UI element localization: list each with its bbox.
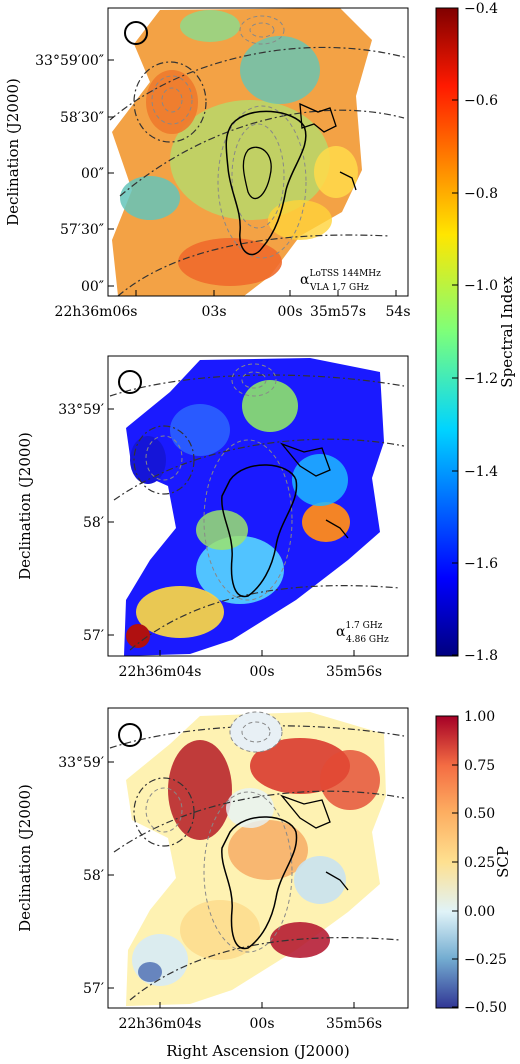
colorbar-tick-label: 0.50 [464, 806, 495, 822]
x-tick-label: 00s [278, 304, 303, 320]
y-tick-label: 58′30″ [60, 110, 104, 126]
x-tick-label: 00s [250, 664, 275, 680]
colorbar-label: SCP [494, 846, 512, 878]
y-tick-label: 00″ [81, 279, 104, 295]
colorbar-ticks: −0.4 −0.6 −0.8 −1.0 −1.2 −1.4 −1.6 −1.8 [452, 1, 498, 664]
y-axis-label: Declination (J2000) [4, 78, 22, 226]
x-ticks-middle: 22h36m04s 00s 35m56s [119, 650, 382, 680]
colorbar-tick-label: −0.25 [464, 952, 507, 968]
colorbar-tick-label: 1.00 [464, 709, 495, 725]
colorbar-tick-label: 0.00 [464, 904, 495, 920]
x-tick-label: 35m56s [326, 1016, 382, 1032]
x-tick-label: 54s [386, 304, 411, 320]
y-axis-label: Declination (J2000) [16, 784, 34, 932]
panel-annotation: α1.7 GHz 4.86 GHz [336, 621, 389, 645]
panel-top: αLoTSS 144MHz VLA 1.7 GHz 33°59′00″ 58′30… [4, 7, 411, 320]
colorbar-tick-label: 0.75 [464, 758, 495, 774]
y-tick-label: 33°59′ [58, 755, 104, 771]
scp-map-bottom [108, 708, 408, 1008]
x-ticks-top: 22h36m06s 03s 00s 35m57s 54s [55, 290, 411, 320]
colorbar-tick-label: −0.8 [464, 186, 498, 202]
panel-annotation: αLoTSS 144MHz VLA 1.7 GHz [300, 269, 381, 293]
colorbar-tick-label: −1.2 [464, 371, 498, 387]
y-ticks-middle: 33°59′ 58′ 57′ [58, 402, 114, 644]
colorbar-scp: 1.00 0.75 0.50 0.25 0.00 −0.25 −0.50 SCP [435, 709, 512, 1016]
beam-circle-icon [118, 370, 142, 394]
x-ticks-bottom: 22h36m04s 00s 35m56s [119, 1002, 382, 1032]
y-tick-label: 57′30″ [60, 222, 104, 238]
colorbar-tick-label: −1.0 [464, 278, 498, 294]
panel-middle: α1.7 GHz 4.86 GHz 33°59′ 58′ 57′ 22h36m04… [16, 355, 409, 680]
y-ticks-top: 33°59′00″ 58′30″ 00″ 57′30″ 00″ [35, 53, 114, 295]
y-tick-label: 57′ [83, 628, 104, 644]
x-tick-label: 22h36m04s [119, 664, 202, 680]
colorbar-tick-label: −1.6 [464, 556, 498, 572]
x-tick-label: 00s [250, 1016, 275, 1032]
x-tick-label: 03s [202, 304, 227, 320]
x-tick-label: 35m57s [310, 304, 366, 320]
y-tick-label: 33°59′ [58, 402, 104, 418]
x-tick-label: 22h36m06s [55, 304, 138, 320]
colorbar-tick-label: −0.4 [464, 1, 498, 17]
y-axis-label: Declination (J2000) [16, 432, 34, 580]
spectral-map-middle [108, 356, 408, 656]
y-ticks-bottom: 33°59′ 58′ 57′ [58, 755, 114, 997]
spectral-map-top [108, 8, 408, 296]
y-tick-label: 57′ [83, 981, 104, 997]
y-tick-label: 00″ [81, 166, 104, 182]
x-tick-label: 35m56s [326, 664, 382, 680]
colorbar-tick-label: −1.8 [464, 648, 498, 664]
colorbar-spectral-index: −0.4 −0.6 −0.8 −1.0 −1.2 −1.4 −1.6 −1.8 … [435, 1, 516, 664]
x-tick-label: 22h36m04s [119, 1016, 202, 1032]
y-tick-label: 58′ [83, 515, 104, 531]
y-tick-label: 58′ [83, 868, 104, 884]
colorbar-ticks: 1.00 0.75 0.50 0.25 0.00 −0.25 −0.50 [452, 709, 507, 1016]
beam-circle-icon [124, 21, 148, 45]
colorbar-tick-label: −0.50 [464, 1000, 507, 1016]
colorbar-label: Spectral Index [498, 276, 516, 388]
colorbar-tick-label: −0.6 [464, 93, 498, 109]
colorbar-tick-label: 0.25 [464, 855, 495, 871]
colorbar-tick-label: −1.4 [464, 464, 498, 480]
y-tick-label: 33°59′00″ [35, 53, 104, 69]
panel-bottom: 33°59′ 58′ 57′ 22h36m04s 00s 35m56s Decl… [16, 707, 409, 1060]
x-axis-label: Right Ascension (J2000) [166, 1042, 349, 1060]
beam-circle-icon [118, 723, 142, 747]
